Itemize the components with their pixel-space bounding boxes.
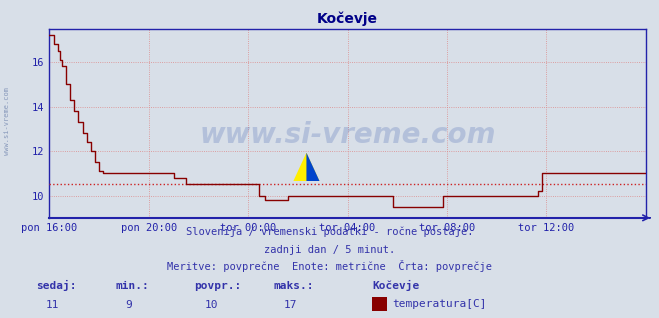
Text: maks.:: maks.: bbox=[273, 281, 314, 291]
Polygon shape bbox=[293, 153, 320, 181]
Text: Slovenija / vremenski podatki - ročne postaje.: Slovenija / vremenski podatki - ročne po… bbox=[186, 227, 473, 237]
Text: Kočevje: Kočevje bbox=[372, 280, 420, 291]
Text: zadnji dan / 5 minut.: zadnji dan / 5 minut. bbox=[264, 245, 395, 255]
Text: 10: 10 bbox=[204, 301, 217, 310]
Title: Kočevje: Kočevje bbox=[317, 11, 378, 26]
Text: 17: 17 bbox=[283, 301, 297, 310]
Text: Meritve: povprečne  Enote: metrične  Črta: povprečje: Meritve: povprečne Enote: metrične Črta:… bbox=[167, 260, 492, 272]
Text: www.si-vreme.com: www.si-vreme.com bbox=[3, 87, 10, 155]
Text: povpr.:: povpr.: bbox=[194, 281, 242, 291]
Text: 11: 11 bbox=[46, 301, 59, 310]
Text: www.si-vreme.com: www.si-vreme.com bbox=[200, 121, 496, 149]
Polygon shape bbox=[306, 153, 320, 181]
Text: min.:: min.: bbox=[115, 281, 149, 291]
Text: 9: 9 bbox=[125, 301, 132, 310]
Text: temperatura[C]: temperatura[C] bbox=[392, 299, 486, 309]
Text: sedaj:: sedaj: bbox=[36, 280, 76, 291]
